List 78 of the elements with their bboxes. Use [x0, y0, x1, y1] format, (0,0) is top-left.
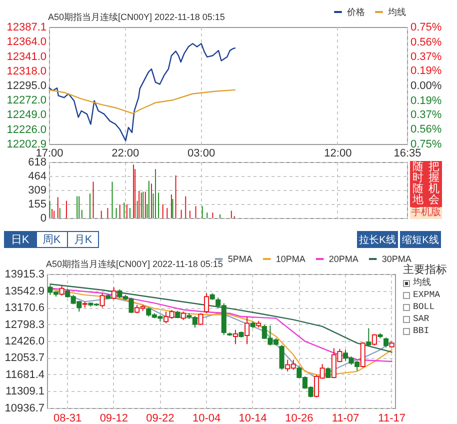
y-tick-label: 309: [28, 184, 46, 196]
legend-label: 价格: [346, 7, 365, 17]
tab-button: 周K: [36, 231, 68, 248]
y-tick-label: 12364.0: [6, 36, 46, 48]
text: 手机版: [410, 207, 442, 219]
y-tick-label: 12272.0: [6, 94, 46, 107]
candlestick: [198, 312, 204, 326]
line-series: [50, 284, 392, 353]
y-tick-label: 12249.0: [6, 109, 46, 122]
x-tick-label: 16:35: [394, 148, 422, 160]
y-tick-label: 12295.0: [6, 80, 46, 92]
y2-tick-label: 0.19%: [410, 65, 442, 78]
text: EXPMA: [413, 289, 440, 301]
text: SAR: [413, 313, 430, 325]
line-series: [48, 42, 236, 142]
y-tick-label: 11309.1: [6, 386, 44, 398]
candlestick: [111, 286, 116, 300]
candlestick: [279, 344, 284, 370]
y-tick-label: 12426.0: [4, 336, 44, 348]
candlestick: [204, 292, 210, 314]
x-tick-label: 11-07: [332, 412, 360, 424]
legend-label: 10PMA: [276, 254, 306, 264]
y2-tick-label: 0.19%: [410, 94, 442, 107]
chart-title: A50期指当月连续[CN00Y] 2022-11-18 05:15: [46, 258, 223, 271]
x-tick-label: 09-12: [100, 412, 128, 424]
x-tick-label: 10-04: [192, 412, 221, 424]
candlestick: [232, 329, 238, 345]
legend-label: 均线: [387, 7, 406, 17]
button: 拉长K线: [357, 231, 398, 248]
y-tick-label: 464: [28, 170, 46, 182]
y-tick-label: 13542.9: [4, 285, 44, 298]
tab-button: 日K: [4, 231, 36, 248]
text: BOLL: [413, 301, 435, 313]
x-tick-label: 08-31: [53, 412, 82, 424]
candlestick: [366, 328, 372, 346]
y-tick-label: 155: [28, 198, 46, 210]
banner: 把握机会 随时随地: [410, 161, 442, 207]
y-tick-label: 12318.0: [6, 65, 46, 78]
y2-tick-label: 0.75%: [410, 22, 442, 34]
y-tick-label: 11681.4: [6, 369, 44, 381]
y-tick-label: 12798.3: [4, 318, 44, 331]
y-tick-label: 618: [28, 156, 46, 168]
candlestick: [372, 334, 377, 346]
y-tick-label: 12053.7: [4, 352, 44, 364]
y-tick-label: 12226.0: [6, 124, 46, 136]
x-tick-label: 12:00: [324, 148, 352, 160]
x-tick-label: 09-22: [146, 412, 174, 424]
y2-tick-label: 0.56%: [410, 36, 442, 48]
candlestick: [100, 292, 105, 308]
chart-title: A50期指当月连续[CN00Y] 2022-11-18 05:15: [48, 11, 225, 24]
text: BBI: [413, 325, 430, 337]
x-tick-label: 10-14: [238, 412, 267, 424]
y2-tick-label: 0.37%: [410, 108, 442, 121]
line-series: [48, 89, 236, 114]
legend-label: 30PMA: [382, 254, 412, 264]
y-tick-label: 13915.3: [4, 268, 44, 280]
x-tick-label: 03:00: [188, 148, 216, 160]
legend-label: 20PMA: [328, 254, 358, 264]
text: 主要指标: [403, 262, 447, 277]
y2-tick-label: 0.00%: [410, 80, 442, 92]
legend-label: 5PMA: [228, 254, 252, 264]
y-tick-label: 13170.6: [4, 302, 44, 314]
y2-tick-label: 0.37%: [410, 51, 442, 64]
x-tick-label: 11-17: [378, 412, 406, 424]
x-tick-label: 22:00: [112, 148, 140, 160]
text: 均线: [413, 277, 431, 289]
y2-tick-label: 0.56%: [410, 124, 442, 136]
candlestick: [384, 337, 389, 348]
y-tick-label: 12341.0: [6, 50, 46, 63]
candlestick: [59, 285, 64, 296]
y-tick-label: 0: [40, 212, 46, 224]
y-tick-label: 10936.7: [4, 402, 44, 414]
tab-button: 月K: [67, 231, 99, 248]
candlestick: [360, 342, 366, 368]
candlestick: [244, 316, 250, 345]
y-tick-label: 12387.1: [6, 22, 46, 34]
x-tick-label: 10-26: [285, 412, 314, 424]
button: 缩短K线: [400, 231, 441, 248]
